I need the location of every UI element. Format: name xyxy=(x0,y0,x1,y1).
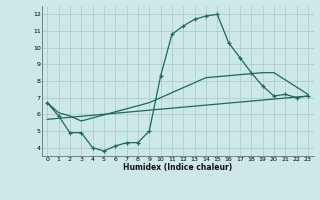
X-axis label: Humidex (Indice chaleur): Humidex (Indice chaleur) xyxy=(123,163,232,172)
